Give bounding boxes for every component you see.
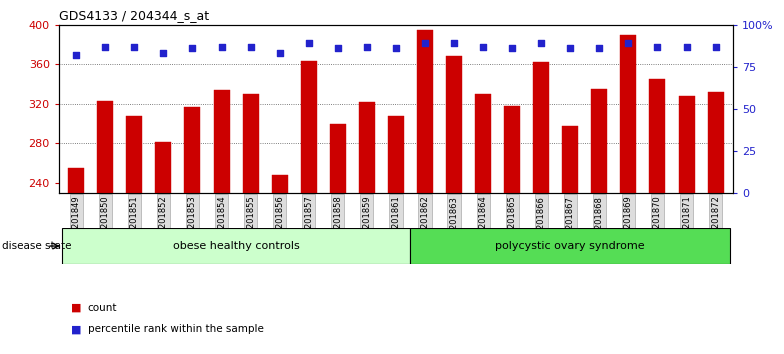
Bar	[649, 79, 666, 193]
Bar	[126, 116, 143, 193]
Bar	[446, 56, 462, 193]
Point	[622, 40, 635, 46]
Point	[535, 40, 547, 46]
Bar	[562, 126, 579, 193]
Point	[361, 44, 373, 50]
Text: count: count	[88, 303, 118, 313]
Bar	[678, 96, 695, 193]
Bar	[388, 116, 404, 193]
Point	[652, 44, 664, 50]
Bar	[504, 106, 520, 193]
Bar	[272, 175, 288, 193]
Point	[710, 44, 722, 50]
Point	[681, 44, 693, 50]
Point	[593, 45, 605, 51]
Bar	[417, 30, 433, 193]
Bar	[359, 102, 375, 193]
Bar	[301, 61, 317, 193]
Point	[419, 40, 431, 46]
Bar	[330, 124, 346, 193]
Point	[274, 51, 286, 56]
Bar	[184, 107, 201, 193]
Bar	[62, 228, 411, 264]
Text: ■: ■	[71, 303, 81, 313]
Bar	[475, 94, 491, 193]
Bar	[213, 90, 230, 193]
Text: percentile rank within the sample: percentile rank within the sample	[88, 324, 263, 334]
Bar	[708, 92, 724, 193]
Bar	[68, 168, 84, 193]
Text: obese healthy controls: obese healthy controls	[172, 241, 299, 251]
Point	[448, 40, 460, 46]
Bar	[533, 62, 550, 193]
Bar	[97, 101, 114, 193]
Text: polycystic ovary syndrome: polycystic ovary syndrome	[495, 241, 645, 251]
Point	[99, 44, 111, 50]
Point	[332, 45, 344, 51]
Point	[128, 44, 140, 50]
Bar	[620, 35, 637, 193]
Point	[564, 45, 576, 51]
Point	[157, 51, 169, 56]
Point	[216, 44, 228, 50]
Bar	[411, 228, 730, 264]
Bar	[591, 89, 608, 193]
Point	[245, 44, 257, 50]
Text: disease state: disease state	[2, 241, 71, 251]
Bar	[155, 142, 172, 193]
Text: ■: ■	[71, 324, 81, 334]
Point	[477, 44, 489, 50]
Text: GDS4133 / 204344_s_at: GDS4133 / 204344_s_at	[59, 9, 209, 22]
Bar	[242, 94, 259, 193]
Point	[187, 45, 199, 51]
Point	[506, 45, 518, 51]
Point	[390, 45, 402, 51]
Point	[70, 52, 82, 58]
Point	[303, 40, 315, 46]
